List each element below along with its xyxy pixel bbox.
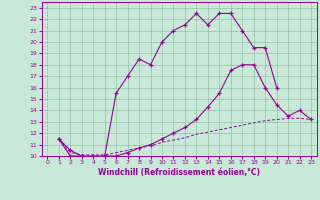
X-axis label: Windchill (Refroidissement éolien,°C): Windchill (Refroidissement éolien,°C) [98,168,260,177]
